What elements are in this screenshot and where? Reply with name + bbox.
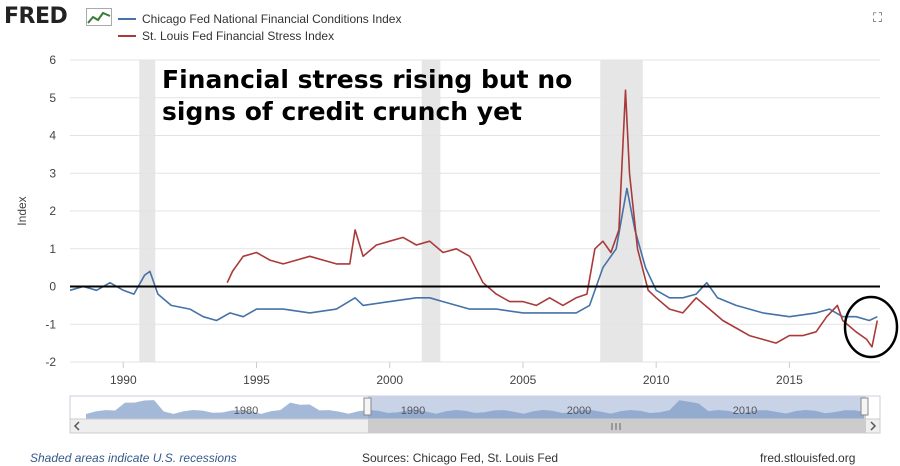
series-line-1 [226,89,879,348]
y-tick-label-7: 5 [49,91,56,105]
navigator-handle-right [860,397,869,416]
legend-item-series-1[interactable]: Chicago Fed National Financial Condition… [118,10,401,27]
y-tick-label-6: 4 [49,129,56,143]
y-tick-label-8: 6 [49,53,56,67]
x-tick-label-1: 1995 [243,373,270,387]
scroll-right-arrow-icon [870,421,877,431]
sources-text: Sources: Chicago Fed, St. Louis Fed [362,451,559,465]
fred-logo[interactable]: FRED [4,4,68,29]
navigator-mini-series [86,400,864,419]
y-tick-label-5: 3 [49,166,56,180]
navigator-tick-label-1: 1990 [401,405,425,417]
x-tick-label-4: 2010 [643,373,670,387]
y-tick-label-1: -1 [45,317,56,331]
chart-legend: Chicago Fed National Financial Condition… [118,10,401,44]
y-tick-label-0: -2 [45,355,56,369]
x-tick-label-0: 1990 [110,373,137,387]
x-tick-label-5: 2015 [776,373,803,387]
chart-area: -2 -1 0 1 2 3 4 5 6 1990 1995 2000 2005 2010 2015 Index… [15,53,899,434]
annotation-circle [843,295,899,359]
scroll-left-arrow-icon [73,421,80,431]
scrollbar-thumb [368,419,866,433]
fred-url[interactable]: fred.stlouisfed.org [760,451,856,465]
navigator-handle-left [363,397,372,416]
navigator-tick-label-3: 2010 [733,405,757,417]
fullscreen-icon[interactable]: ⛶ [873,10,883,25]
legend-label-series-1: Chicago Fed National Financial Condition… [142,11,402,26]
annotation-line-1: Financial stress rising but no [162,65,572,94]
recession-note: Shaded areas indicate U.S. recessions [30,451,237,465]
legend-label-series-2: St. Louis Fed Financial Stress Index [142,28,335,43]
y-tick-label-3: 1 [49,242,56,256]
scroll-grip-icon [611,423,621,430]
y-tick-label-2: 0 [49,280,56,294]
x-tick-label-2: 2000 [376,373,403,387]
legend-swatch-series-2 [118,34,136,37]
legend-swatch-series-1 [118,17,136,20]
navigator-tick-label-0: 1980 [234,405,258,417]
navigator-tick-label-2: 2000 [567,405,591,417]
series-line-0 [69,187,878,322]
y-axis-label: Index [15,196,29,225]
annotation-line-2: signs of credit crunch yet [162,97,522,126]
legend-item-series-2[interactable]: St. Louis Fed Financial Stress Index [118,27,401,44]
x-tick-label-3: 2005 [510,373,537,387]
line-chart-icon [86,8,112,26]
y-tick-label-4: 2 [49,204,56,218]
